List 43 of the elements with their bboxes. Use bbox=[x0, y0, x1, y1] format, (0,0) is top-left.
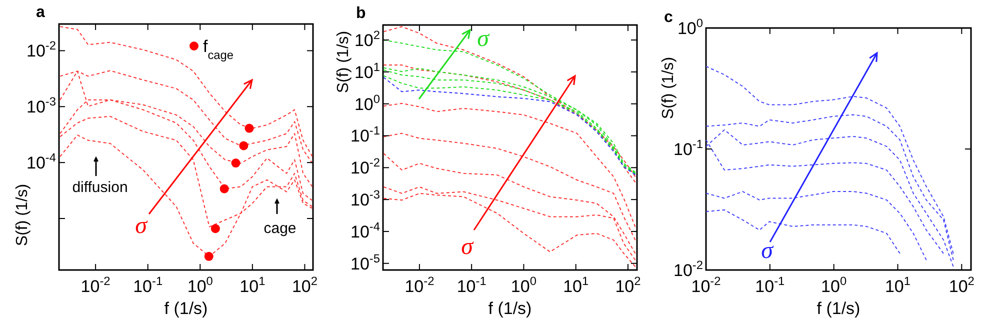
x-axis-title: f (1/s) bbox=[164, 299, 208, 318]
y-tick-label: 10$^{-3}$ bbox=[350, 188, 380, 210]
y-axis-title: S(f) (1/s) bbox=[660, 56, 677, 120]
y-tick-label: 10$^{-3}$ bbox=[26, 94, 56, 117]
annotation: diffusion bbox=[72, 179, 128, 196]
chart-title: b bbox=[356, 5, 366, 22]
annotation: σ bbox=[477, 26, 490, 52]
chart-title: a bbox=[36, 4, 45, 21]
chart-title: c bbox=[664, 9, 673, 26]
y-axis-title: S(f) (1/s) bbox=[335, 30, 352, 94]
x-axis-title: f (1/s) bbox=[816, 299, 860, 318]
annotation: σ bbox=[461, 234, 474, 260]
x-tick-label: 10$^{1}$ bbox=[240, 274, 266, 296]
x-tick-label: 10$^{0}$ bbox=[187, 274, 214, 296]
y-tick-label: 10$^{-5}$ bbox=[350, 251, 380, 274]
y-tick-label: 10$^{-1}$ bbox=[350, 124, 380, 146]
x-axis-title: f (1/s) bbox=[488, 299, 532, 318]
y-tick-label: 10$^{0}$ bbox=[354, 92, 380, 114]
x-tick-label: 10$^{-2}$ bbox=[404, 274, 435, 296]
x-tick-label: 10$^{-1}$ bbox=[133, 274, 163, 296]
x-tick-label: 10$^{0}$ bbox=[821, 274, 847, 296]
y-tick-label: 10$^{-4}$ bbox=[26, 150, 56, 173]
y-tick-label: 10$^{-2}$ bbox=[26, 38, 56, 61]
x-tick-label: 10$^{0}$ bbox=[510, 274, 537, 296]
y-axis-title: S(f) (1/s) bbox=[14, 184, 31, 246]
x-tick-label: 10$^{-1}$ bbox=[456, 274, 487, 296]
x-tick-label: 10$^{1}$ bbox=[884, 274, 911, 296]
y-tick-label: 10$^{-4}$ bbox=[350, 219, 380, 242]
x-tick-label: 10$^{2}$ bbox=[948, 274, 975, 296]
y-tick-label: 10$^{1}$ bbox=[354, 60, 380, 82]
x-tick-label: 10$^{2}$ bbox=[615, 274, 642, 296]
x-tick-label: 10$^{1}$ bbox=[563, 274, 589, 296]
y-tick-label: 10$^{-2}$ bbox=[350, 156, 380, 178]
x-tick-label: 10$^{2}$ bbox=[292, 274, 318, 296]
y-tick-label: 10$^{2}$ bbox=[354, 28, 380, 50]
x-tick-label: 10$^{-2}$ bbox=[80, 274, 111, 296]
annotation: σ bbox=[761, 238, 774, 264]
y-tick-label: 10$^{0}$ bbox=[677, 16, 704, 38]
y-tick-label: 10$^{-1}$ bbox=[674, 137, 704, 159]
legend-label: f$_{cage}$ bbox=[203, 37, 234, 62]
annotation: cage bbox=[264, 220, 296, 237]
x-tick-label: 10$^{-1}$ bbox=[755, 274, 786, 296]
annotation: σ bbox=[135, 213, 148, 239]
